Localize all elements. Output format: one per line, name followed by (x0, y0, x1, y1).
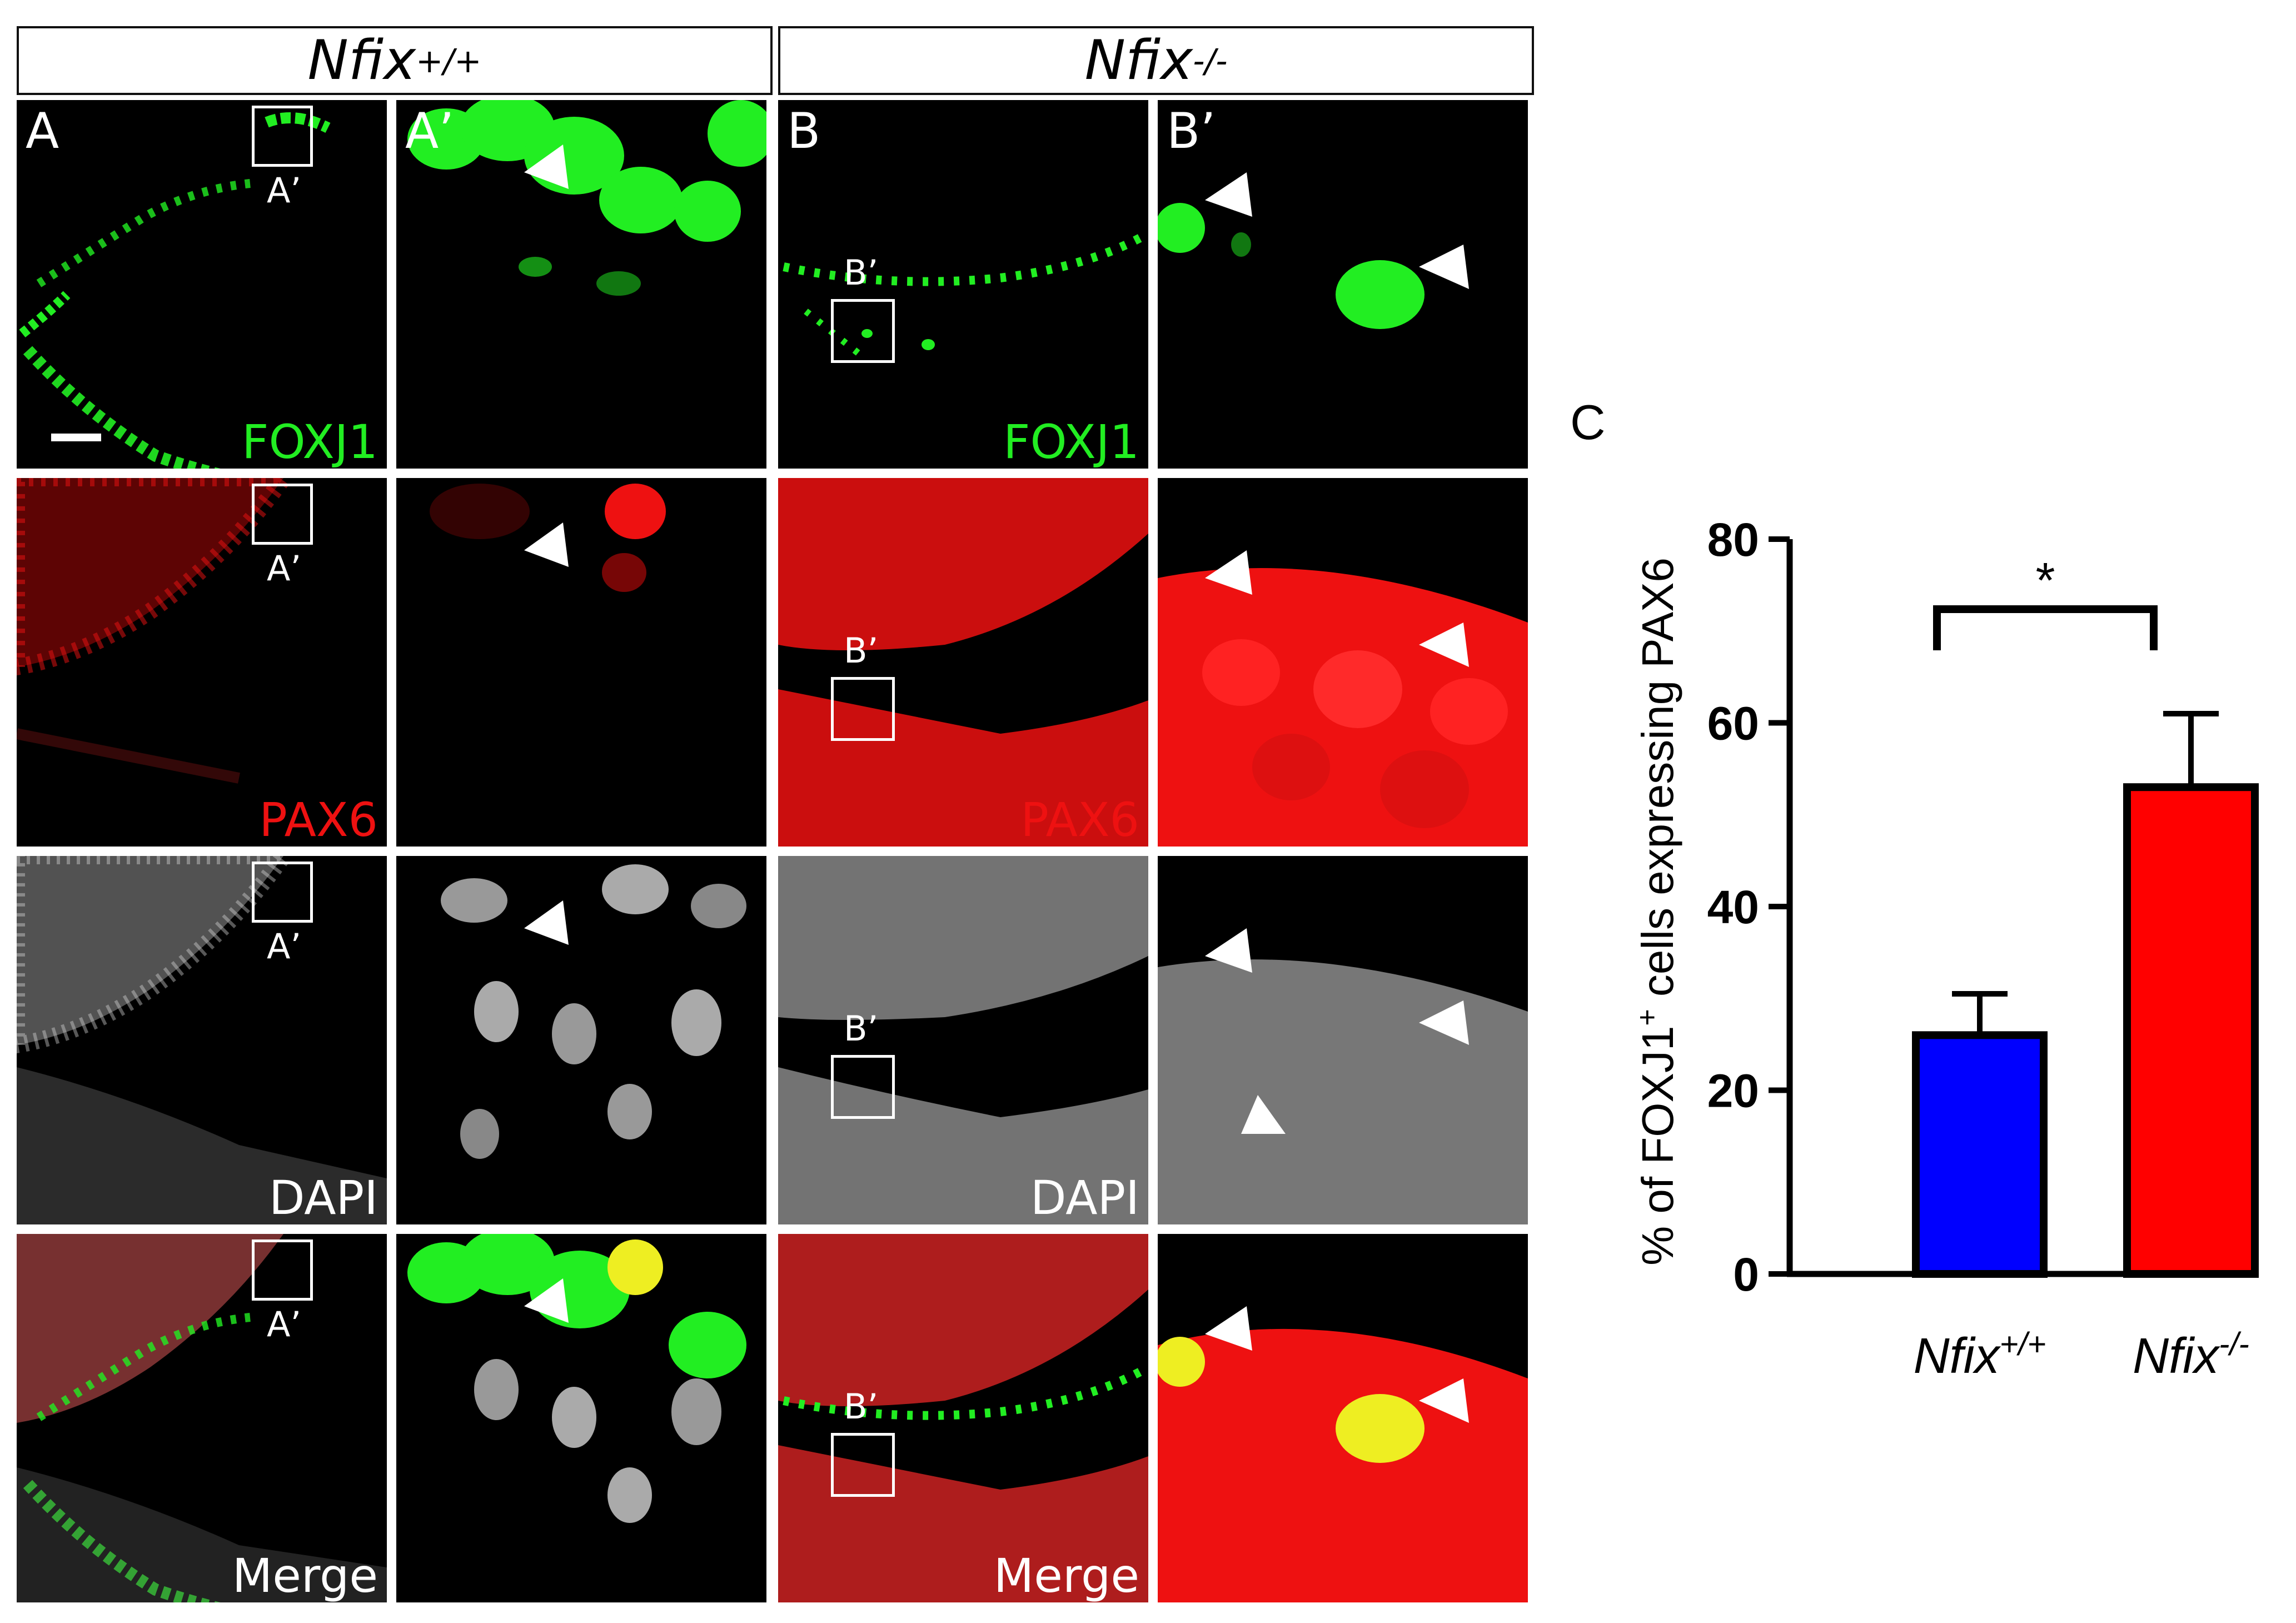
merge-ko-zoom-image (1158, 1306, 1528, 1602)
x-tick-label-wildtype: Nfix+/+ (1914, 1326, 2046, 1385)
y-tick-label: 20 (1707, 1065, 1759, 1117)
bar-wildtype (1912, 1031, 2048, 1278)
panel-b-prime-dapi (1158, 856, 1528, 1224)
inset-label: B’ (844, 630, 879, 671)
panel-label-b-prime: B’ (1167, 102, 1216, 160)
panel-a-prime-foxj1: A’ (396, 100, 766, 469)
significance-marker: * (2035, 553, 2055, 609)
x-tick-gene-wildtype: Nfix (1914, 1328, 2001, 1384)
panel-b-foxj1: B’ B FOXJ1 (778, 100, 1148, 469)
inset-box (252, 1239, 313, 1301)
channel-label-dapi: DAPI (1030, 1171, 1139, 1224)
panel-b-prime-pax6 (1158, 478, 1528, 847)
panel-a-prime-merge (396, 1234, 766, 1602)
header-knockout-genotype: -/- (1193, 41, 1228, 80)
significance-bracket (1933, 605, 2158, 650)
pax6-wt-zoom-image (430, 484, 666, 592)
x-tick-genotype-wildtype: +/+ (2000, 1326, 2046, 1362)
panel-a-pax6: A’ PAX6 (17, 478, 387, 847)
panel-a-prime-dapi (396, 856, 766, 1224)
panel-a-prime-pax6 (396, 478, 766, 847)
pax6-ko-image (778, 478, 1148, 847)
panel-label-b: B (787, 102, 821, 160)
foxj1-ko-zoom-image (1158, 172, 1469, 329)
channel-label-merge: Merge (993, 1549, 1139, 1602)
x-tick-label-knockout: Nfix-/- (2133, 1326, 2249, 1385)
channel-label-foxj1: FOXJ1 (242, 415, 378, 469)
scale-bar (51, 434, 101, 441)
foxj1-wt-zoom-image (407, 100, 766, 296)
bar-chart: C % of FOXJ1+ cells expressing PAX6 0 20 4… (1570, 395, 2259, 1385)
panel-a-merge: A’ Merge (17, 1234, 387, 1602)
header-wildtype: Nfix +/+ (17, 26, 773, 95)
y-axis-label-post: cells expressing PAX6 (1633, 557, 1682, 1009)
channel-label-merge: Merge (232, 1549, 378, 1602)
dapi-wt-zoom-image (441, 864, 746, 1159)
inset-box (831, 677, 895, 741)
panel-b-dapi: B’ DAPI (778, 856, 1148, 1224)
inset-box (831, 1055, 895, 1119)
x-tick-genotype-knockout: -/- (2219, 1326, 2249, 1362)
inset-label: A’ (267, 170, 302, 211)
merge-wt-image (17, 1234, 387, 1602)
header-knockout: Nfix -/- (778, 26, 1534, 95)
panel-b-prime-foxj1: B’ (1158, 100, 1528, 469)
y-tick-label: 0 (1733, 1248, 1759, 1301)
panel-a-dapi: A’ DAPI (17, 856, 387, 1224)
foxj1-wt-image (19, 112, 331, 469)
inset-box (252, 862, 313, 923)
merge-ko-image (778, 1234, 1148, 1602)
y-tick-label: 80 (1707, 514, 1759, 566)
panel-b-prime-merge (1158, 1234, 1528, 1602)
pax6-ko-zoom-image (1158, 550, 1528, 847)
y-axis-label: % of FOXJ1+ cells expressing PAX6 (1631, 557, 1682, 1266)
inset-label: A’ (267, 548, 302, 589)
inset-box (831, 299, 895, 363)
inset-label: B’ (844, 1008, 879, 1049)
header-knockout-gene: Nfix (1084, 29, 1193, 92)
foxj1-ko-image (783, 230, 1148, 359)
merge-wt-zoom-image (407, 1234, 746, 1523)
inset-label: B’ (844, 252, 879, 293)
x-tick-gene-knockout: Nfix (2133, 1328, 2220, 1384)
bar-knockout (2123, 783, 2259, 1278)
channel-label-pax6: PAX6 (259, 793, 378, 847)
channel-label-foxj1: FOXJ1 (1003, 415, 1139, 469)
panel-b-pax6: B’ PAX6 (778, 478, 1148, 847)
inset-box (252, 484, 313, 545)
y-axis-label-sup: + (1631, 1009, 1664, 1025)
pax6-wt-image (17, 478, 294, 784)
dapi-wt-image (17, 856, 387, 1224)
inset-label: A’ (267, 1304, 302, 1345)
header-wildtype-gene: Nfix (307, 29, 416, 92)
inset-label: B’ (844, 1386, 879, 1427)
inset-box (252, 106, 313, 167)
channel-label-dapi: DAPI (268, 1171, 378, 1224)
y-tick-label: 60 (1707, 698, 1759, 750)
header-wildtype-genotype: +/+ (416, 41, 482, 80)
inset-label: A’ (267, 926, 302, 967)
chart-panel-label: C (1570, 395, 1606, 450)
y-axis-label-pre: % of FOXJ1 (1633, 1026, 1682, 1266)
dapi-ko-zoom-image (1158, 928, 1528, 1224)
panel-b-merge: B’ Merge (778, 1234, 1148, 1602)
panel-label-a-prime: A’ (405, 102, 455, 160)
dapi-ko-image (778, 856, 1148, 1224)
channel-label-pax6: PAX6 (1020, 793, 1139, 847)
panel-a-foxj1: A’ A FOXJ1 (17, 100, 387, 469)
y-tick-label: 40 (1707, 881, 1759, 933)
inset-box (831, 1433, 895, 1497)
panel-label-a: A (26, 102, 59, 160)
